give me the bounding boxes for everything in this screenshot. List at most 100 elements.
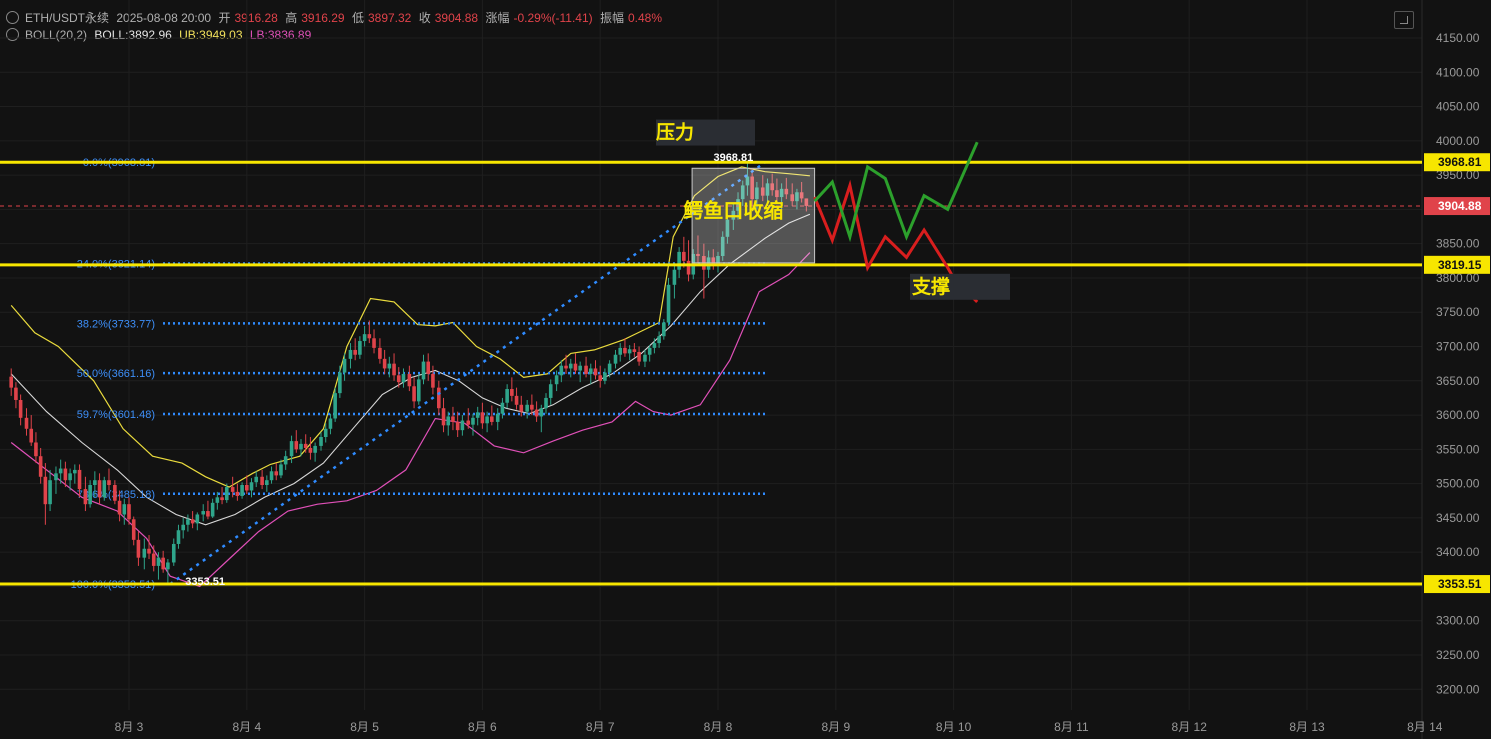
price-tag-label: 3904.88 [1438, 199, 1482, 213]
candle-body [260, 476, 264, 485]
close-value: 3904.88 [434, 11, 479, 25]
y-tick-label: 3250.00 [1436, 648, 1480, 662]
candle-body [299, 443, 303, 450]
candle-body [530, 404, 534, 410]
y-tick-label: 3800.00 [1436, 271, 1480, 285]
candle-body [799, 192, 804, 199]
candle-body [593, 368, 598, 376]
x-tick-label: 8月 14 [1407, 720, 1443, 734]
candle-body [578, 365, 582, 371]
y-tick-label: 3200.00 [1436, 682, 1480, 696]
candle-body [342, 358, 347, 373]
candle-body [254, 476, 259, 483]
symbol-label: ETH/USDT永续 [25, 11, 110, 25]
candle-body [224, 487, 229, 501]
candle-body [195, 514, 200, 524]
x-tick-label: 8月 6 [468, 720, 497, 734]
candle-body [750, 176, 754, 200]
indicator-visibility-icon[interactable] [6, 28, 19, 41]
boll-upper-line [10, 166, 810, 488]
candle-body [672, 269, 677, 285]
y-tick-label: 3950.00 [1436, 168, 1480, 182]
change-value: -0.29%(-11.41) [513, 11, 593, 25]
candle-body [210, 502, 215, 517]
candle-body [190, 519, 195, 524]
candle-body [544, 397, 548, 409]
candle-body [372, 338, 376, 348]
candle-body [274, 471, 279, 476]
candle-body [652, 343, 657, 348]
x-tick-label: 8月 8 [704, 720, 733, 734]
candle-body [245, 484, 249, 491]
candle-body [358, 341, 362, 355]
visibility-toggle-icon[interactable] [6, 11, 19, 24]
candle-body [686, 260, 691, 275]
candle-body [387, 363, 392, 369]
candle-body [460, 420, 465, 431]
candle-body [775, 190, 779, 198]
x-tick-label: 8月 11 [1054, 720, 1089, 734]
candle-body [151, 553, 156, 566]
price-tag-label: 3968.81 [1438, 155, 1482, 169]
x-tick-label: 8月 3 [115, 720, 144, 734]
fullscreen-icon[interactable] [1394, 11, 1414, 29]
close-label: 收 [418, 11, 431, 25]
candle-body [201, 511, 206, 515]
price-tag [1424, 197, 1490, 216]
y-tick-label: 3550.00 [1436, 442, 1480, 456]
candle-body [93, 480, 97, 485]
fib-level-label: 50.0%(3661.16) [77, 368, 155, 380]
candle-body [510, 389, 514, 396]
candle-body [584, 365, 588, 374]
candle-body [83, 489, 88, 505]
candle-body [720, 236, 725, 257]
candle-body [416, 379, 421, 402]
candle-body [333, 393, 337, 419]
candle-body [328, 418, 333, 429]
candle-body [637, 351, 641, 362]
annotation-bg [656, 119, 755, 146]
annotation-alligator: 鳄鱼口收缩 [683, 199, 783, 223]
y-tick-label: 3750.00 [1436, 305, 1480, 319]
grid [0, 0, 1426, 710]
candle-body [9, 376, 13, 388]
x-tick-label: 8月 10 [936, 720, 972, 734]
candle-body [534, 409, 539, 417]
candle-body [466, 420, 471, 425]
candle-body [736, 199, 740, 211]
candle-body [573, 363, 578, 371]
candle-body [220, 497, 224, 501]
candle-body [618, 347, 623, 355]
candle-body [407, 373, 412, 387]
candle-body [760, 187, 765, 196]
candle-body [392, 363, 396, 376]
candle-body [770, 183, 774, 191]
candle-body [525, 404, 529, 412]
price-tag-label: 3353.51 [1438, 577, 1482, 591]
candle-body [627, 349, 632, 354]
x-tick-label: 8月 7 [586, 720, 615, 734]
candle-body [181, 524, 185, 531]
candle-body [505, 389, 509, 403]
y-tick-label: 3400.00 [1436, 545, 1480, 559]
candle-body [598, 375, 602, 381]
candle-body [265, 480, 269, 485]
candle-body [412, 386, 416, 402]
candle-body [38, 456, 43, 477]
candle-body [215, 497, 220, 503]
candle-body [156, 557, 161, 566]
low-mark-label: 3353.51 [185, 576, 225, 588]
y-tick-label: 3600.00 [1436, 408, 1480, 422]
y-tick-label: 4100.00 [1436, 65, 1480, 79]
candle-body [382, 358, 387, 369]
candle-body [765, 183, 770, 196]
candle-body [500, 402, 505, 414]
candle-body [73, 469, 77, 474]
candle-body [568, 363, 573, 369]
candle-body [607, 363, 612, 373]
y-tick-label: 4050.00 [1436, 100, 1480, 114]
candle-body [362, 334, 367, 342]
amplitude-label: 振幅 [599, 11, 624, 25]
candle-body [431, 373, 435, 388]
